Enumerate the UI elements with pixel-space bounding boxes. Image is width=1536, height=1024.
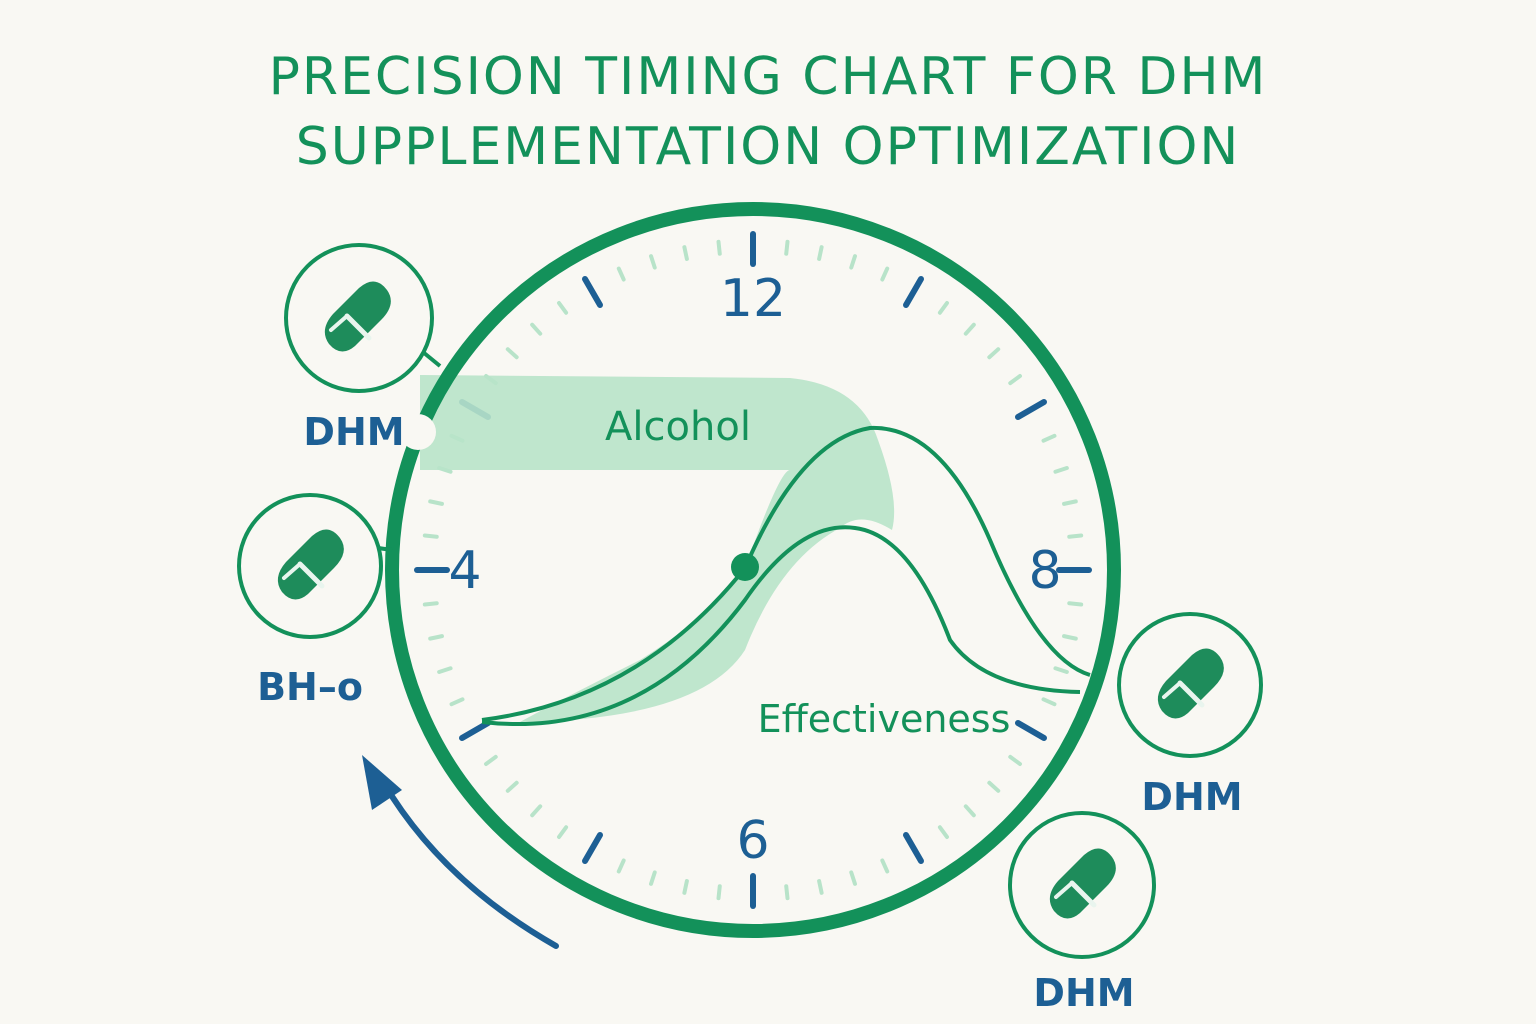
minor-tick	[428, 634, 444, 641]
marker-label-right: DHM	[1141, 775, 1242, 819]
minor-tick	[1062, 634, 1078, 641]
counterclockwise-arrow-icon	[362, 755, 559, 949]
minor-tick	[437, 666, 453, 674]
minor-tick	[937, 825, 949, 839]
minor-tick	[987, 780, 1001, 793]
minor-tick	[682, 879, 689, 895]
minor-tick	[963, 322, 976, 336]
minor-tick	[784, 239, 790, 256]
clock-face-ring	[385, 202, 1121, 938]
major-tick	[459, 720, 491, 741]
minor-tick	[422, 533, 439, 539]
minor-tick	[880, 266, 890, 282]
minor-tick	[1053, 466, 1069, 474]
minor-tick	[505, 780, 519, 793]
minor-tick	[1067, 533, 1084, 539]
title-line-1: PRECISION TIMING CHART FOR DHM	[268, 47, 1268, 107]
marker-label-bottom-right: DHM	[1033, 971, 1134, 1015]
effectiveness-curve-upper	[481, 425, 1091, 722]
minor-tick	[428, 499, 444, 506]
minor-tick	[817, 879, 824, 895]
major-tick	[1015, 399, 1047, 420]
minor-tick	[682, 245, 689, 261]
clock-number-8: 8	[1028, 541, 1061, 601]
minor-tick	[784, 884, 790, 901]
minor-tick	[849, 254, 857, 270]
minor-tick	[1053, 666, 1069, 674]
major-tick	[1015, 720, 1047, 741]
minor-tick	[649, 254, 657, 270]
major-tick	[582, 832, 603, 864]
major-tick	[903, 832, 924, 864]
minor-tick	[557, 301, 569, 315]
minor-tick	[880, 858, 890, 874]
alcohol-label: Alcohol	[605, 404, 751, 450]
minor-tick	[1041, 697, 1057, 707]
minor-tick	[849, 870, 857, 886]
minor-tick	[1008, 374, 1022, 386]
minor-tick	[484, 754, 498, 766]
ring-notch	[400, 414, 436, 450]
minor-tick	[716, 884, 722, 901]
diagram-title: PRECISION TIMING CHART FOR DHM SUPPLEMEN…	[0, 42, 1536, 182]
minor-tick	[963, 804, 976, 818]
major-tick	[582, 276, 603, 308]
minor-tick	[449, 697, 465, 707]
minor-tick	[716, 239, 722, 256]
minor-tick	[937, 301, 949, 315]
minor-tick	[530, 804, 543, 818]
minor-tick	[817, 245, 824, 261]
clock-number-6: 6	[736, 811, 769, 871]
minor-tick	[616, 266, 626, 282]
title-line-2: SUPPLEMENTATION OPTIMIZATION	[295, 117, 1241, 177]
minor-tick	[505, 347, 519, 360]
effectiveness-curve-lower	[481, 525, 1081, 727]
minor-tick	[530, 322, 543, 336]
minor-tick	[987, 347, 1001, 360]
clock-number-12: 12	[720, 269, 786, 329]
marker-label-left: BH–o	[257, 665, 363, 709]
minor-tick	[1041, 433, 1057, 443]
marker-label-top-left: DHM	[303, 410, 404, 454]
alcohol-band	[420, 375, 895, 722]
minor-tick	[1008, 754, 1022, 766]
minor-tick	[422, 601, 439, 607]
minor-tick	[1067, 601, 1084, 607]
minor-tick	[649, 870, 657, 886]
minor-tick	[557, 825, 569, 839]
effectiveness-label: Effectiveness	[758, 697, 1011, 741]
minor-tick	[616, 858, 626, 874]
minor-tick	[1062, 499, 1078, 506]
major-tick	[903, 276, 924, 308]
intersection-dot	[731, 553, 759, 581]
clock-number-4: 4	[448, 541, 481, 601]
